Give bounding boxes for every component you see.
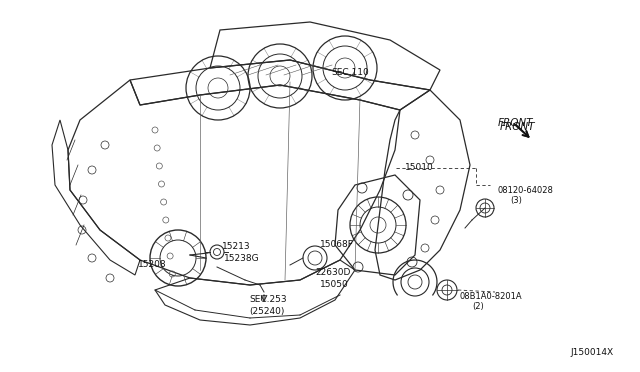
Text: SEC.253: SEC.253 bbox=[249, 295, 287, 304]
Text: FRONT: FRONT bbox=[498, 118, 534, 128]
Text: FRONT: FRONT bbox=[500, 122, 536, 132]
Text: (2): (2) bbox=[472, 302, 484, 311]
Text: 15238G: 15238G bbox=[224, 254, 260, 263]
Text: SEC.110: SEC.110 bbox=[331, 68, 369, 77]
Text: 15213: 15213 bbox=[222, 242, 251, 251]
Text: 15010: 15010 bbox=[405, 163, 434, 172]
Text: 15208: 15208 bbox=[138, 260, 166, 269]
Text: 15050: 15050 bbox=[320, 280, 349, 289]
Text: 22630D: 22630D bbox=[315, 268, 350, 277]
Text: 08120-64028: 08120-64028 bbox=[497, 186, 553, 195]
Text: 08B1A0-8201A: 08B1A0-8201A bbox=[460, 292, 523, 301]
Text: (3): (3) bbox=[510, 196, 522, 205]
Text: (25240): (25240) bbox=[249, 307, 284, 316]
Text: J150014X: J150014X bbox=[570, 348, 613, 357]
Text: 15068F: 15068F bbox=[320, 240, 354, 249]
